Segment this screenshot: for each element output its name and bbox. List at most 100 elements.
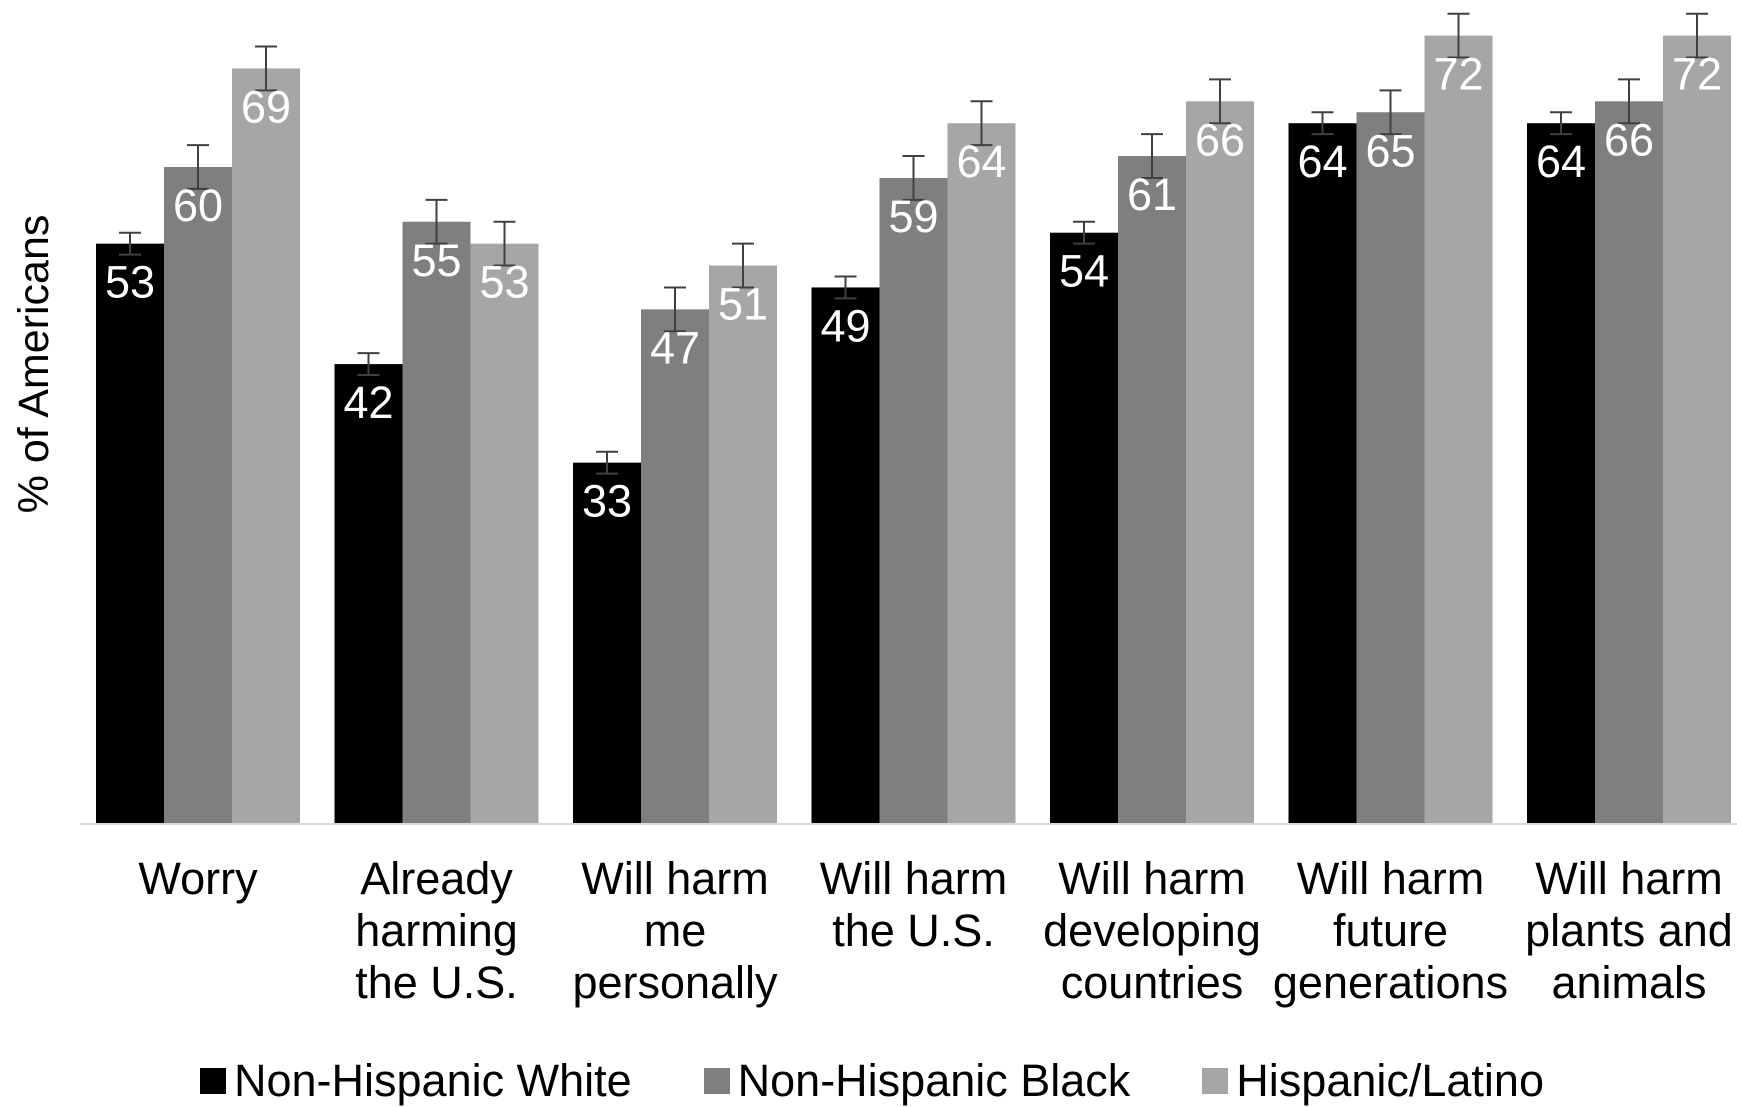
category-label-line: generations [1273,957,1508,1008]
value-labels: 53 60 69 42 55 53 33 47 51 49 59 64 54 61 66 64 65 72 64 66… [105,49,1722,527]
y-axis-label: % of Americans [10,215,58,514]
legend-swatch-black [703,1068,730,1094]
error-bar-white-5 [1311,111,1334,136]
category-label-line: Already [360,853,513,904]
category-label-1: Already harming the U.S. [355,853,518,1008]
bar-white-1 [334,364,403,824]
category-label-line: Will harm [1297,853,1485,904]
value-label-white-4: 54 [1059,246,1109,297]
bar-black-0 [164,167,232,824]
category-label-line: the U.S. [832,905,995,956]
category-label-4: Will harm developing countries [1043,853,1261,1008]
legend-swatch-hispanic [1202,1068,1229,1094]
value-label-white-0: 53 [105,257,155,308]
value-label-hispanic-0: 69 [241,81,291,132]
bar-hispanic-1 [470,243,539,824]
category-label-3: Will harm the U.S. [820,853,1008,956]
category-label-0: Worry [138,853,258,904]
value-label-white-6: 64 [1536,136,1586,187]
error-bar-black-2 [664,286,686,333]
error-bar-black-5 [1379,89,1402,136]
value-label-black-4: 61 [1127,169,1177,220]
error-bar-hispanic-6 [1686,12,1708,59]
value-label-hispanic-2: 51 [718,279,768,330]
value-label-hispanic-3: 64 [956,136,1006,187]
bar-black-2 [641,309,709,825]
error-bar-black-0 [187,144,209,190]
error-bar-black-3 [902,155,925,201]
category-label-line: Worry [138,853,258,904]
value-label-black-1: 55 [411,235,461,286]
error-bars [119,12,1708,475]
error-bar-black-6 [1618,78,1640,125]
bar-hispanic-0 [232,68,300,824]
bar-hispanic-2 [709,265,777,824]
bar-white-0 [96,243,164,824]
bar-white-5 [1288,123,1357,824]
error-bar-white-4 [1073,220,1095,245]
value-label-black-5: 65 [1365,125,1415,176]
legend-label-black: Non-Hispanic Black [737,1055,1131,1106]
category-label-line: plants and [1525,905,1733,956]
value-label-hispanic-6: 72 [1672,49,1722,100]
legend-item-hispanic: Hispanic/Latino [1202,1055,1544,1107]
category-label-line: future [1333,905,1448,956]
legend-swatch-white [200,1068,226,1094]
bars [96,35,1731,825]
bar-black-6 [1595,101,1663,825]
category-label-line: Will harm [581,853,769,904]
bar-black-1 [402,221,471,824]
value-label-white-2: 33 [582,476,632,527]
value-label-hispanic-5: 72 [1433,49,1483,100]
error-bar-black-4 [1141,133,1163,179]
category-label-line: personally [572,957,778,1008]
category-label-line: me [644,905,707,956]
error-bar-white-3 [834,275,857,300]
bar-white-3 [811,287,880,824]
legend-label-hispanic: Hispanic/Latino [1236,1055,1544,1106]
category-labels: Worry Already harming the U.S.Will harm me pe… [138,853,1732,1008]
category-label-line: countries [1061,957,1244,1008]
legend-label-white: Non-Hispanic White [234,1055,632,1106]
error-bar-hispanic-5 [1447,12,1470,59]
bar-hispanic-5 [1424,35,1493,825]
legend-item-white: Non-Hispanic White [200,1055,632,1107]
bar-black-5 [1356,112,1425,824]
bar-black-4 [1118,156,1186,825]
bar-hispanic-4 [1186,101,1254,825]
value-label-white-1: 42 [343,377,393,428]
error-bar-black-1 [425,198,448,245]
bar-white-6 [1527,123,1595,824]
value-label-white-5: 64 [1297,136,1347,187]
error-bar-white-6 [1550,111,1572,136]
legend-item-black: Non-Hispanic Black [703,1055,1131,1107]
value-label-black-3: 59 [888,191,938,242]
value-label-hispanic-1: 53 [479,257,529,308]
error-bar-hispanic-0 [255,45,277,92]
value-label-black-0: 60 [173,180,223,231]
value-label-hispanic-4: 66 [1195,114,1245,165]
error-bar-hispanic-3 [970,100,993,147]
value-label-white-3: 49 [820,300,870,351]
error-bar-hispanic-1 [493,220,516,267]
y-axis-label-group: % of Americans [10,215,58,514]
category-label-line: Will harm [1058,853,1246,904]
error-bar-hispanic-4 [1209,78,1231,125]
value-label-black-2: 47 [650,322,700,373]
category-label-line: the U.S. [355,957,518,1008]
category-label-line: developing [1043,905,1261,956]
bar-hispanic-6 [1663,35,1731,825]
error-bar-hispanic-2 [732,242,754,289]
category-label-2: Will harm me personally [572,853,778,1008]
category-label-6: Will harm plants and animals [1525,853,1733,1008]
category-label-line: animals [1551,957,1706,1008]
error-bar-white-0 [119,231,141,256]
bar-hispanic-3 [947,123,1016,824]
error-bar-white-2 [596,450,618,475]
legend: Non-Hispanic White Non-Hispanic Black Hi… [200,1055,1616,1107]
bar-black-3 [879,177,948,824]
value-label-black-6: 66 [1604,114,1654,165]
category-label-line: Will harm [1535,853,1723,904]
error-bar-white-1 [357,352,380,377]
